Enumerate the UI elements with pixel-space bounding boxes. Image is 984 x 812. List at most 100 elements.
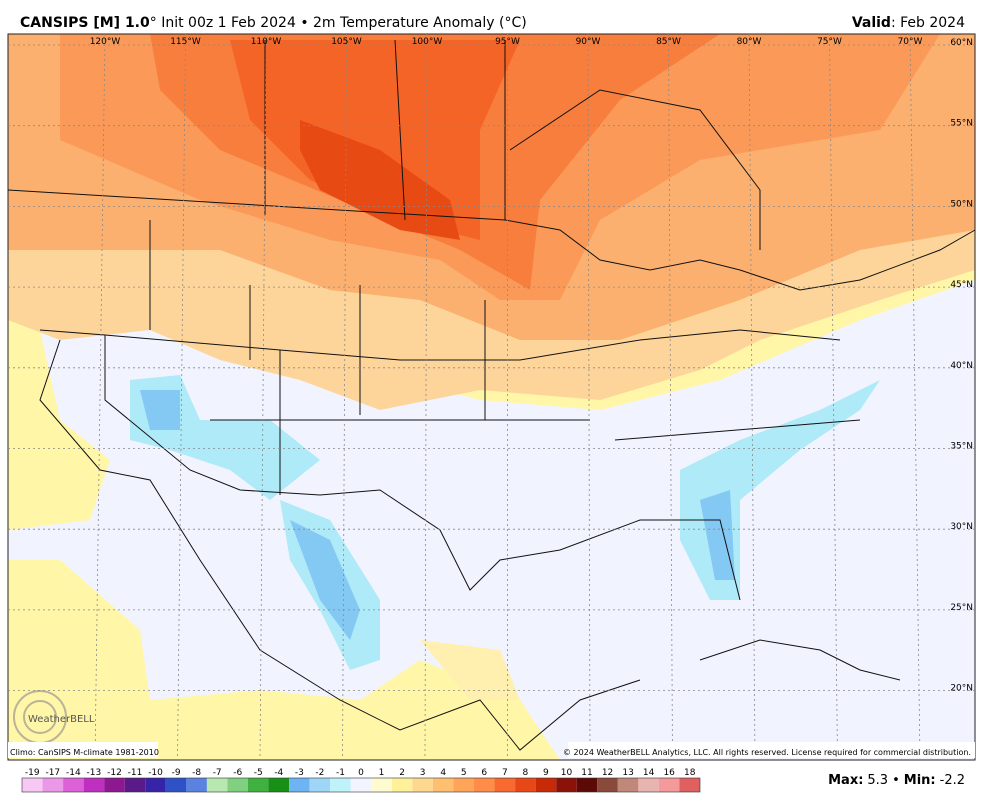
colorbar-swatch (206, 778, 228, 792)
colorbar-label: 13 (622, 768, 633, 778)
colorbar-swatch (432, 778, 454, 792)
colorbar-swatch (63, 778, 84, 792)
longitude-label: 100°W (412, 37, 443, 47)
colorbar-swatch (227, 778, 248, 792)
logo-text: WeatherBELL (28, 714, 95, 725)
climo-bg (8, 742, 158, 758)
longitude-line (259, 33, 267, 761)
colorbar-label: 6 (481, 768, 487, 778)
colorbar-swatch (515, 778, 536, 792)
colorbar-label: -6 (233, 768, 242, 778)
colorbar-swatch (638, 778, 659, 792)
latitude-label: 45°N (950, 280, 973, 290)
longitude-line (342, 33, 347, 761)
colorbar-swatch (104, 778, 125, 792)
longitude-label: 75°W (817, 37, 842, 47)
longitude-label: 95°W (495, 37, 520, 47)
colorbar-label: 14 (643, 768, 655, 778)
colorbar-label: 8 (522, 768, 528, 778)
colorbar-label: 18 (684, 768, 696, 778)
colorbar-swatch (474, 778, 495, 792)
colorbar-label: -17 (45, 768, 60, 778)
colorbar-swatch (371, 778, 392, 792)
min-label: Min: (904, 773, 936, 788)
colorbar-label: -5 (254, 768, 263, 778)
latitude-label: 30°N (950, 522, 973, 532)
colorbar-swatch (412, 778, 433, 792)
longitude-label: 115°W (170, 37, 201, 47)
colorbar-swatch (350, 778, 372, 792)
colorbar-label: -14 (66, 768, 81, 778)
colorbar-swatch (83, 778, 105, 792)
colorbar-swatch (124, 778, 146, 792)
colorbar-swatch (248, 778, 269, 792)
longitude-label: 120°W (90, 37, 121, 47)
latitude-label: 40°N (950, 361, 973, 371)
colorbar-label: 1 (379, 768, 385, 778)
colorbar-label: -2 (315, 768, 324, 778)
colorbar-label: 9 (543, 768, 549, 778)
longitude-line (587, 33, 591, 761)
colorbar-swatch (186, 778, 207, 792)
longitude-label: 105°W (331, 37, 362, 47)
colorbar-swatch (535, 778, 557, 792)
colorbar-swatch (309, 778, 331, 792)
longitude-line (668, 33, 673, 761)
colorbar: -19 -17 -14 -13 -12 -11 -10 -9 -8 -7 -6 -5 -4 -3 -2 -1 0… (21, 768, 701, 793)
colorbar-swatch (42, 778, 64, 792)
colorbar-label: 5 (461, 768, 467, 778)
latitude-label: 25°N (950, 603, 973, 613)
colorbar-label: -1 (336, 768, 345, 778)
valid-label: Valid (852, 15, 891, 31)
latitude-label: 55°N (950, 119, 973, 129)
min-value: -2.2 (940, 773, 965, 788)
longitude-line (94, 33, 106, 761)
longitude-label: 70°W (898, 37, 923, 47)
colorbar-label: 12 (602, 768, 613, 778)
colorbar-swatch (268, 778, 290, 792)
colorbar-swatch (391, 778, 413, 792)
map-field (7, 33, 976, 761)
colorbar-label: 4 (440, 768, 446, 778)
valid-text: : Feb 2024 (891, 15, 965, 31)
longitude-label: 110°W (251, 37, 282, 47)
subtitle: ° Init 00z 1 Feb 2024 • 2m Temperature A… (150, 15, 527, 31)
model-name: CANSIPS [M] 1.0 (20, 15, 150, 31)
longitude-line (829, 33, 838, 761)
boundaries (7, 39, 976, 751)
colorbar-swatch (145, 778, 166, 792)
colorbar-label: 0 (358, 768, 364, 778)
longitude-line (909, 33, 921, 761)
colorbar-swatch (330, 778, 351, 792)
colorbar-label: -10 (148, 768, 163, 778)
colorbar-label: -12 (107, 768, 122, 778)
copyright-bg (568, 742, 975, 758)
colorbar-swatch (494, 778, 516, 792)
latitude-label: 60°N (950, 38, 973, 48)
longitude-line (177, 33, 186, 761)
colorbar-label: 11 (581, 768, 592, 778)
longitude-label: 90°W (576, 37, 601, 47)
longitude-line (424, 33, 428, 761)
colorbar-swatch (556, 778, 577, 792)
colorbar-label: -4 (274, 768, 283, 778)
latitude-label: 50°N (950, 199, 973, 209)
colorbar-swatch (679, 778, 700, 792)
valid: Valid: Feb 2024 (852, 15, 965, 31)
max-value: 5.3 (867, 773, 888, 788)
colorbar-label: -7 (213, 768, 222, 778)
header: CANSIPS [M] 1.0° Init 00z 1 Feb 2024 • 2… (20, 15, 527, 31)
colorbar-frame (21, 777, 701, 793)
colorbar-label: 16 (663, 768, 675, 778)
stats: Max: 5.3 • Min: -2.2 (828, 773, 965, 788)
colorbar-swatch (597, 778, 618, 792)
colorbar-label: 2 (399, 768, 405, 778)
colorbar-label: 7 (502, 768, 508, 778)
colorbar-label: -19 (25, 768, 40, 778)
colorbar-label: -11 (128, 768, 143, 778)
longitude-label: 85°W (656, 37, 681, 47)
colorbar-label: -3 (295, 768, 304, 778)
colorbar-label: 3 (420, 768, 426, 778)
colorbar-swatch (658, 778, 680, 792)
